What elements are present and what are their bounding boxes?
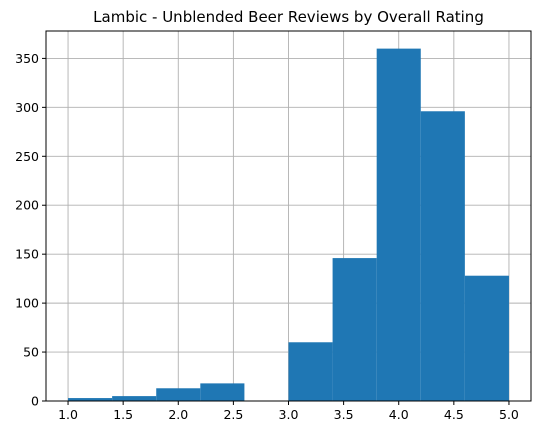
histogram-bar bbox=[156, 388, 201, 401]
y-tick-label: 300 bbox=[15, 100, 39, 115]
y-tick-label: 150 bbox=[15, 247, 39, 262]
histogram-bar bbox=[112, 396, 157, 401]
axes: 1.0 1.5 2.0 2.5 3.0 3.5 4.0 4.5 5.0 0 50 100 150 200 2… bbox=[15, 30, 532, 422]
histogram-bar bbox=[332, 258, 377, 401]
y-tick-label: 0 bbox=[31, 394, 39, 409]
chart-title: Lambic - Unblended Beer Reviews by Overa… bbox=[93, 8, 484, 26]
x-tick-label: 5.0 bbox=[499, 407, 519, 422]
x-tick-label: 4.0 bbox=[389, 407, 409, 422]
histogram-bar bbox=[420, 111, 465, 401]
histogram-bar bbox=[288, 342, 333, 401]
x-tick-label: 4.5 bbox=[444, 407, 464, 422]
y-tick-label: 100 bbox=[15, 296, 39, 311]
y-tick-label: 50 bbox=[23, 345, 39, 360]
histogram-bar bbox=[464, 275, 509, 401]
histogram-bar bbox=[200, 383, 245, 401]
y-tick-label: 200 bbox=[15, 198, 39, 213]
histogram-bar bbox=[68, 398, 113, 401]
x-tick-label: 2.5 bbox=[223, 407, 243, 422]
x-tick-label: 2.0 bbox=[168, 407, 188, 422]
x-tick-label: 3.5 bbox=[334, 407, 354, 422]
bars bbox=[68, 48, 509, 401]
y-tick-label: 350 bbox=[15, 51, 39, 66]
x-tick-label: 1.5 bbox=[113, 407, 133, 422]
histogram-bar bbox=[376, 48, 421, 401]
x-tick-label: 1.0 bbox=[58, 407, 78, 422]
y-tick-label: 250 bbox=[15, 149, 39, 164]
x-tick-label: 3.0 bbox=[279, 407, 299, 422]
